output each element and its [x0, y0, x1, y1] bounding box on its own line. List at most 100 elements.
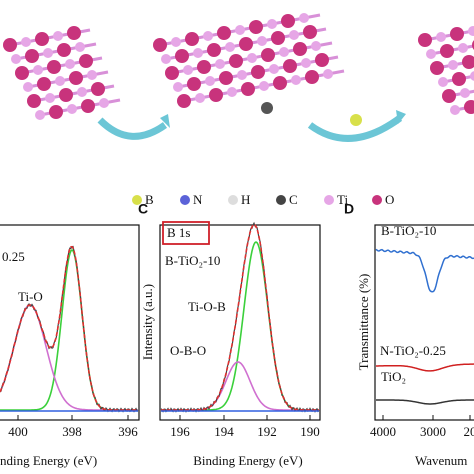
atom: [79, 54, 93, 68]
atom: [426, 49, 436, 59]
spectrum: [376, 363, 474, 372]
atom: [65, 59, 75, 69]
arrow: [97, 117, 168, 140]
atom: [251, 65, 265, 79]
atom: [283, 59, 297, 73]
atom: [49, 105, 63, 119]
spectrum: [0, 248, 138, 411]
atom: [470, 71, 474, 81]
spectrum: [0, 245, 139, 413]
peak-label: O-B-O: [170, 343, 206, 358]
tag: B 1s: [167, 225, 190, 240]
spectrum: [161, 361, 319, 411]
atom: [3, 38, 17, 52]
panel-letter: D: [344, 201, 354, 217]
atom: [37, 77, 51, 91]
legend: B N H C Ti O: [132, 192, 394, 207]
legend-swatch: [228, 195, 238, 205]
legend-swatch: [132, 195, 142, 205]
atom: [464, 100, 474, 114]
atom: [165, 66, 179, 80]
atom: [35, 110, 45, 120]
atom: [99, 98, 109, 108]
atom: [323, 69, 333, 79]
atom: [350, 114, 362, 126]
atom: [53, 31, 63, 41]
atom: [187, 77, 201, 91]
atom: [15, 66, 29, 80]
atom: [239, 37, 253, 51]
x-axis-label: Wavenum: [415, 453, 467, 468]
structure-illustration: [3, 13, 474, 126]
x-tick-label: 192: [257, 424, 277, 439]
atom: [91, 82, 105, 96]
sample-label: B-TiO₂-10: [381, 223, 436, 238]
atom: [55, 76, 65, 86]
atom: [215, 59, 225, 69]
atom: [281, 14, 295, 28]
atom: [450, 27, 464, 41]
atom: [35, 32, 49, 46]
legend-swatch: [372, 195, 382, 205]
atom: [430, 61, 444, 75]
atom: [43, 48, 53, 58]
atom: [241, 82, 255, 96]
x-tick-label: 194: [214, 424, 234, 439]
atom: [195, 93, 205, 103]
spectrum: [0, 245, 138, 411]
x-tick-label: 3000: [420, 424, 446, 439]
atom: [219, 71, 233, 85]
atom: [267, 19, 277, 29]
atom: [227, 87, 237, 97]
atom: [11, 54, 21, 64]
atom: [207, 43, 221, 57]
atom: [249, 20, 263, 34]
atom: [161, 54, 171, 64]
atom: [67, 104, 77, 114]
atom: [289, 30, 299, 40]
atom: [171, 37, 181, 47]
atom: [315, 53, 329, 67]
atom: [225, 42, 235, 52]
x-tick-label: 196: [170, 424, 190, 439]
legend-swatch: [276, 195, 286, 205]
atom: [183, 65, 193, 75]
atom: [440, 44, 454, 58]
x-tick-label: 396: [118, 424, 138, 439]
atom: [87, 70, 97, 80]
atom: [247, 53, 257, 63]
spectrum: [375, 248, 474, 293]
atom: [27, 94, 41, 108]
atom: [209, 88, 223, 102]
atom: [257, 36, 267, 46]
atom: [271, 31, 285, 45]
legend-swatch: [180, 195, 190, 205]
spectra: [0, 221, 474, 413]
atom: [293, 42, 307, 56]
atom: [458, 43, 468, 53]
legend-swatch: [324, 195, 334, 205]
x-axis-label: Binding Energy (eV): [193, 453, 303, 468]
arrow-head: [396, 110, 406, 124]
atom: [301, 58, 311, 68]
x-tick-label: 20: [464, 424, 474, 439]
atom: [153, 38, 167, 52]
atom: [197, 60, 211, 74]
panel-letter: C: [138, 201, 148, 217]
atom: [462, 55, 474, 69]
atom: [448, 60, 458, 70]
atom: [57, 43, 71, 57]
atom: [305, 70, 319, 84]
atom: [468, 26, 474, 36]
atom: [47, 60, 61, 74]
atom: [299, 13, 309, 23]
panel-b-frame: [0, 224, 140, 421]
legend-label: O: [385, 192, 394, 207]
atom: [59, 88, 73, 102]
legend-label: C: [289, 192, 298, 207]
atom: [21, 37, 31, 47]
atom: [259, 81, 269, 91]
atom: [25, 49, 39, 63]
atom: [279, 47, 289, 57]
